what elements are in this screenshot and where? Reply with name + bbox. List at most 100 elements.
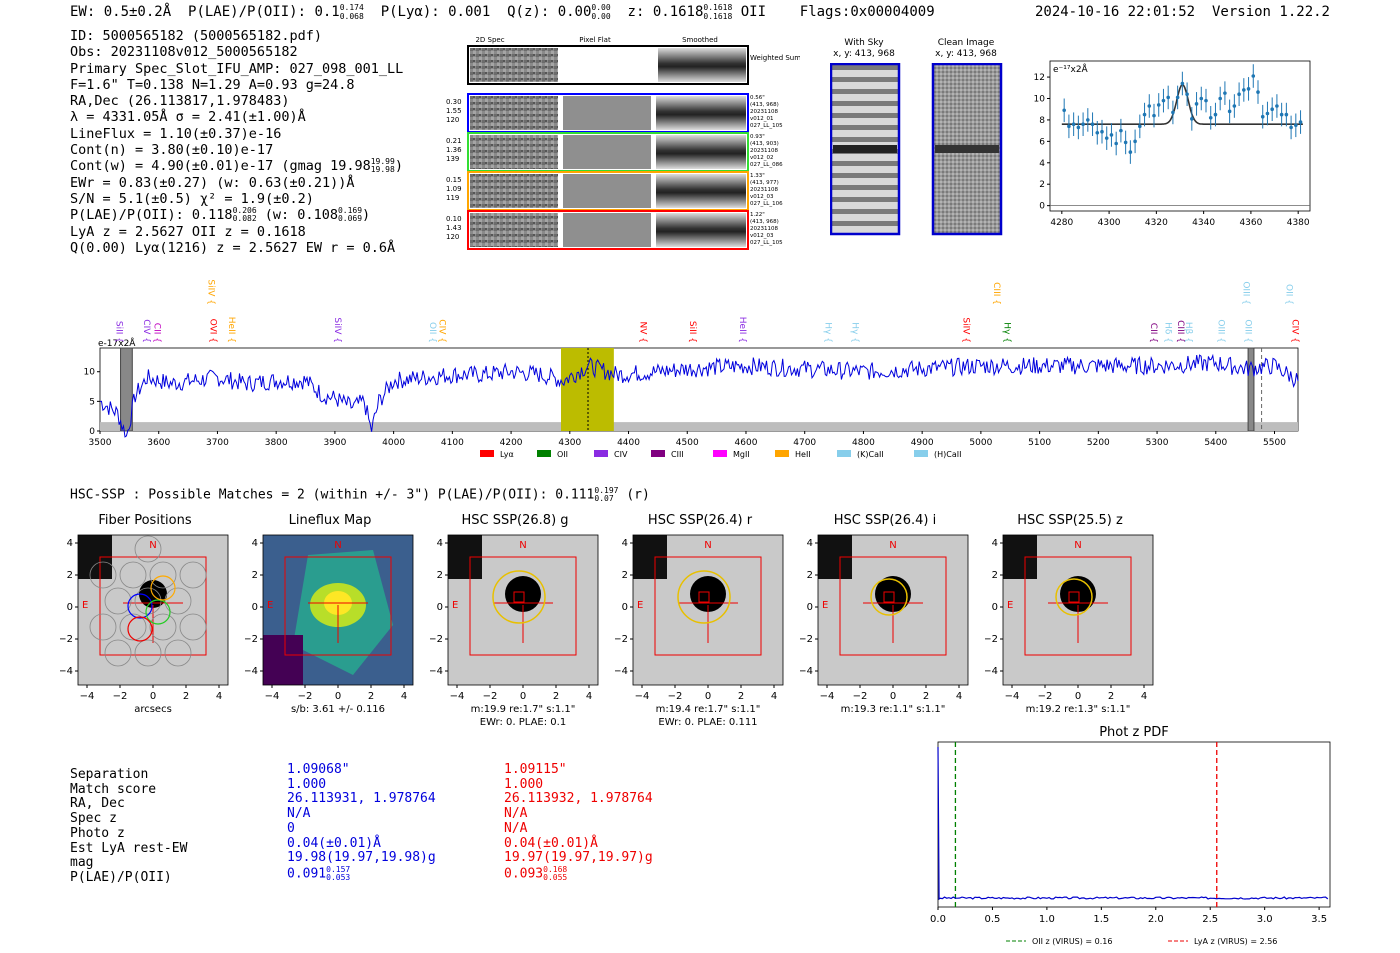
match-ellipse (492, 570, 546, 624)
blue-plae-val: 0.091 (287, 866, 327, 882)
zoom-point (1076, 125, 1081, 130)
panel-ytick-label: 2 (252, 570, 258, 581)
panel-ytick-label: 4 (992, 538, 998, 549)
cutout-n3: 119 (446, 194, 459, 202)
panel-ytick-label: −4 (245, 666, 258, 677)
hsc-tail: (r) (626, 487, 650, 503)
panel-ytick-label: 0 (992, 602, 998, 613)
spectrum-line-label: CIV { (141, 319, 151, 343)
info-fwhm: F=1.6" T=0.138 N=1.29 A=0.93 g=24.8 (70, 76, 355, 93)
zoom-point (1194, 102, 1199, 106)
label-lya-ew: Est LyA rest-EW (70, 840, 188, 856)
info-radec: RA,Dec (26.113817,1.978483) (70, 93, 290, 110)
photz-pdf-line (937, 746, 1329, 901)
panel-ytick-label: 2 (992, 570, 998, 581)
red-plae-lo: 0.055 (543, 872, 568, 882)
spectrum-ytick-label: 5 (89, 397, 95, 407)
aperture-box (469, 556, 577, 656)
zoom-point (1232, 104, 1237, 108)
panel-ytick-label: −2 (60, 634, 73, 645)
red-separation: 1.09115" (504, 762, 567, 777)
spectrum-line-label: Hβ { (1183, 322, 1193, 343)
zoom-point (1213, 112, 1218, 117)
cutout-n3: 139 (446, 155, 459, 163)
spectrum-frame (99, 347, 1299, 432)
cutout-info: v012_01 (750, 116, 774, 122)
with-sky-xy: x, y: 413, 968 (833, 49, 895, 59)
plae-value: P(LAE)/P(OII): 0.1 (188, 4, 340, 20)
blue-plae: 0.091 0.157 0.053 (287, 865, 436, 882)
zoom-point (1175, 95, 1180, 100)
plae-w: (w: 0.108 (264, 207, 338, 224)
cutout-info: 20231108 (750, 148, 778, 154)
spectrum-legend-swatch (594, 450, 608, 457)
cutout-info: 027_LL_105 (750, 123, 783, 129)
cutout-info: 0.56" (750, 95, 765, 101)
plae-w-hi: 0.169 (337, 206, 363, 216)
match-marker (883, 591, 895, 603)
cutout-n2: 1.43 (446, 224, 462, 232)
cutout-info: 027_LL_086 (750, 162, 783, 168)
zoom-point (1123, 140, 1128, 145)
zoom-point (1138, 124, 1142, 129)
zoom-point (1251, 74, 1256, 78)
spectrum-xtick-label: 4700 (793, 438, 816, 448)
north-label: N (519, 540, 526, 551)
zoom-point (1294, 123, 1298, 128)
zoom-point (1109, 133, 1114, 137)
aperture-box (839, 556, 947, 656)
info-lineflux: LineFlux = 1.10(±0.37)e-16 (70, 125, 282, 142)
cutout-pixflat (563, 135, 651, 169)
panel-xtick-label: 2 (1108, 691, 1114, 702)
col-title-smoothed: Smoothed (682, 36, 718, 44)
spectrum-error-band (100, 422, 1298, 431)
z-value: z: 0.1618 (627, 4, 704, 20)
fiber-circle (179, 561, 207, 589)
zoom-point (1104, 136, 1109, 140)
panel-xtick-label: −4 (80, 691, 95, 702)
col-title-2dspec: 2D Spec (475, 36, 504, 44)
spectrum-ytick-label: 0 (89, 427, 95, 437)
panel-image: N E 4 2 0 −2 −4 −4 −2 0 2 4 arcsecs (60, 534, 229, 715)
spectrum-line-label: SiIV { (332, 317, 342, 343)
fiber-circle (179, 613, 207, 641)
photz-xtick-label: 1.5 (1093, 914, 1109, 925)
qz-value: Q(z): 0.00 (507, 4, 592, 20)
spectrum-xtick-label: 5500 (1263, 438, 1286, 448)
match-marker (698, 591, 710, 603)
spectrum-line-label: CIV { (1290, 319, 1300, 343)
panel-ytick-label: −4 (430, 666, 443, 677)
zoom-point (1223, 91, 1227, 95)
fiber-red (127, 616, 153, 642)
spectrum-xtick-label: 4400 (617, 438, 640, 448)
panel-xtick-label: −4 (635, 691, 650, 702)
zoom-point (1218, 96, 1222, 101)
spectrum-xtick-label: 5400 (1204, 438, 1227, 448)
match-ellipse (1055, 578, 1093, 616)
spectrum-legend-swatch (713, 450, 727, 457)
zoom-point (1166, 95, 1170, 100)
panel-xtick-label: −2 (853, 691, 868, 702)
red-radec: 26.113932, 1.978764 (504, 791, 653, 807)
panel-xtick-label: −4 (820, 691, 835, 702)
cutout-info: v012_03 (750, 233, 774, 239)
zoom-chart: 0 2 4 6 8 10 12 4280 4300 4320 4340 4360 4380 e⁻¹⁷x2Å (1034, 60, 1311, 228)
blue-photo-z: 0 (287, 820, 295, 836)
info-ewr: EWr = 0.83(±0.27) (w: 0.63(±0.21))Å (70, 174, 355, 191)
cutout-n2: 1.36 (446, 146, 462, 154)
info-lambda: λ = 4331.05Å σ = 2.41(±1.00)Å (70, 109, 306, 126)
cutout-info: (413, 968) (750, 102, 779, 108)
north-label: N (334, 540, 341, 551)
panel-ytick-label: 2 (622, 570, 628, 581)
spectrum-legend-swatch (837, 450, 851, 457)
zoom-point (1147, 104, 1152, 108)
north-label: N (149, 540, 156, 551)
cutout-n2: 1.55 (446, 107, 462, 115)
panel-sub1: m:19.9 re:1.7" s:1.1" (471, 704, 576, 715)
red-match-score: 1.000 (504, 776, 544, 792)
cutout-info: 20231108 (750, 187, 778, 193)
spectrum-legend-label: (H)CaII (934, 450, 961, 459)
photz-xtick-label: 2.5 (1202, 914, 1218, 925)
cutout-n2: 1.09 (446, 185, 462, 193)
